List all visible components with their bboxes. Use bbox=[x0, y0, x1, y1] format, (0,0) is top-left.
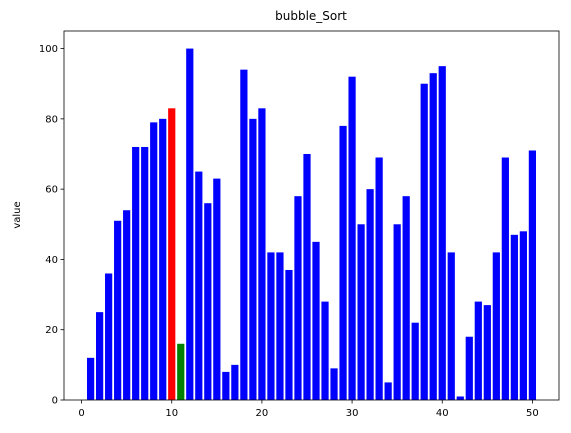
bar-31 bbox=[357, 224, 365, 400]
y-axis: 0 20 40 60 80 100 bbox=[39, 44, 64, 407]
x-tick-label-40: 40 bbox=[436, 408, 449, 419]
bar-12 bbox=[186, 48, 194, 400]
bar-16 bbox=[222, 371, 230, 400]
bar-34 bbox=[384, 382, 392, 400]
bar-3 bbox=[105, 273, 113, 400]
bar-14 bbox=[204, 203, 212, 400]
y-tick-label-60: 60 bbox=[45, 185, 58, 196]
bar-35 bbox=[393, 224, 401, 400]
x-tick-label-30: 30 bbox=[346, 408, 359, 419]
bar-1 bbox=[86, 357, 95, 400]
y-tick-label-80: 80 bbox=[45, 114, 58, 125]
bar-41 bbox=[447, 252, 455, 400]
bar-47 bbox=[501, 157, 509, 400]
bar-45 bbox=[483, 305, 491, 400]
bar-44 bbox=[474, 301, 482, 400]
y-tick-label-20: 20 bbox=[45, 325, 58, 336]
bar-8 bbox=[150, 122, 158, 400]
chart-title: bubble_Sort bbox=[275, 9, 347, 23]
x-tick-label-10: 10 bbox=[165, 408, 178, 419]
x-tick-label-50: 50 bbox=[526, 408, 539, 419]
bar-28 bbox=[330, 368, 338, 400]
bar-37 bbox=[411, 322, 419, 400]
bar-33 bbox=[375, 157, 383, 400]
y-tick-label-0: 0 bbox=[52, 396, 58, 407]
bar-11 bbox=[177, 343, 185, 400]
bar-21 bbox=[267, 252, 275, 400]
bar-27 bbox=[321, 301, 329, 400]
bar-18 bbox=[240, 69, 248, 401]
bar-7 bbox=[141, 146, 149, 400]
bar-20 bbox=[258, 108, 266, 401]
bar-42 bbox=[456, 396, 464, 400]
y-tick-label-100: 100 bbox=[39, 44, 58, 55]
y-tick-label-40: 40 bbox=[45, 255, 58, 266]
bar-29 bbox=[339, 125, 347, 400]
plot-frame bbox=[63, 30, 560, 401]
bar-46 bbox=[492, 252, 500, 400]
bar-40 bbox=[438, 66, 446, 401]
bar-30 bbox=[348, 76, 356, 400]
bar-5 bbox=[123, 210, 131, 400]
bar-4 bbox=[114, 220, 122, 400]
bar-9 bbox=[159, 118, 167, 400]
bar-6 bbox=[132, 146, 140, 400]
bar-26 bbox=[312, 241, 320, 400]
bar-24 bbox=[294, 196, 302, 400]
bar-43 bbox=[465, 336, 473, 400]
bar-48 bbox=[510, 234, 518, 400]
bar-39 bbox=[429, 73, 437, 401]
x-tick-label-0: 0 bbox=[78, 408, 84, 419]
bar-2 bbox=[96, 312, 104, 400]
bar-15 bbox=[213, 178, 221, 400]
bar-36 bbox=[402, 196, 410, 400]
bar-50 bbox=[528, 150, 537, 400]
bar-32 bbox=[366, 189, 374, 400]
bar-49 bbox=[519, 231, 527, 400]
bar-22 bbox=[276, 252, 284, 400]
bar-10 bbox=[168, 108, 176, 401]
y-axis-label: value bbox=[12, 201, 23, 228]
bar-25 bbox=[303, 154, 311, 400]
bar-23 bbox=[285, 269, 293, 400]
bar-13 bbox=[195, 171, 203, 400]
bar-19 bbox=[249, 118, 257, 400]
bars-group bbox=[86, 48, 537, 401]
bar-38 bbox=[420, 83, 428, 400]
x-axis: 0 10 20 30 40 50 bbox=[78, 400, 539, 419]
x-tick-label-20: 20 bbox=[256, 408, 269, 419]
bar-17 bbox=[231, 364, 239, 400]
